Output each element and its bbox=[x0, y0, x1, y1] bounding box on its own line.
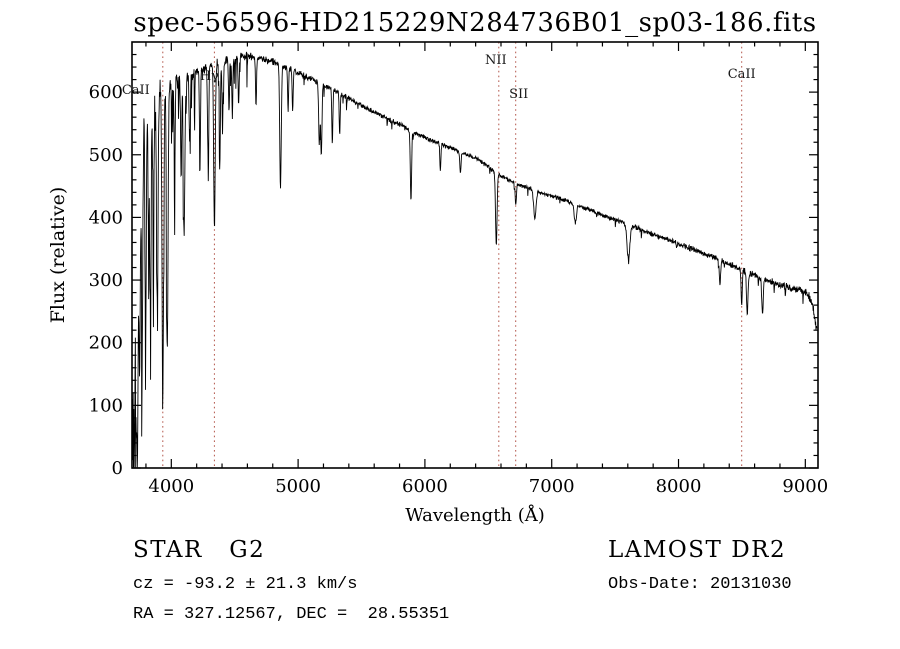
spectral-line-label: CaII bbox=[728, 67, 756, 82]
y-tick-label: 0 bbox=[112, 458, 123, 479]
ra-dec-text: RA = 327.12567, DEC = 28.55351 bbox=[133, 605, 450, 624]
x-tick-label: 4000 bbox=[148, 476, 194, 497]
x-tick-label: 6000 bbox=[402, 476, 448, 497]
y-axis-label: Flux (relative) bbox=[47, 187, 69, 324]
x-tick-label: 5000 bbox=[275, 476, 321, 497]
spectral-line-label: NII bbox=[485, 53, 507, 68]
y-tick-label: 300 bbox=[89, 270, 123, 291]
axis-ticks bbox=[132, 42, 818, 469]
cz-text: cz = -93.2 ± 21.3 km/s bbox=[133, 575, 358, 594]
y-tick-label: 100 bbox=[89, 395, 123, 416]
y-tick-label: 400 bbox=[89, 207, 123, 228]
object-class-text: STAR G2 bbox=[133, 537, 266, 563]
y-tick-label: 500 bbox=[89, 145, 123, 166]
axis-tick-labels: 4000 5000 6000 7000 8000 9000 0 100 200 300 400 500… bbox=[89, 82, 829, 497]
spectral-line-label: SII bbox=[509, 87, 528, 102]
x-tick-label: 7000 bbox=[529, 476, 575, 497]
spectral-line-label: CaII bbox=[122, 83, 150, 98]
survey-text: LAMOST DR2 bbox=[608, 537, 787, 563]
x-tick-label: 8000 bbox=[656, 476, 702, 497]
y-tick-label: 600 bbox=[89, 82, 123, 103]
spectrum-trace bbox=[132, 51, 818, 468]
x-tick-label: 9000 bbox=[782, 476, 828, 497]
plot-title: spec-56596-HD215229N284736B01_sp03-186.f… bbox=[133, 8, 817, 38]
y-tick-label: 200 bbox=[89, 333, 123, 354]
x-axis-label: Wavelength (Å) bbox=[405, 504, 545, 526]
obs-date-text: Obs-Date: 20131030 bbox=[608, 575, 792, 594]
plot-box bbox=[131, 41, 819, 469]
